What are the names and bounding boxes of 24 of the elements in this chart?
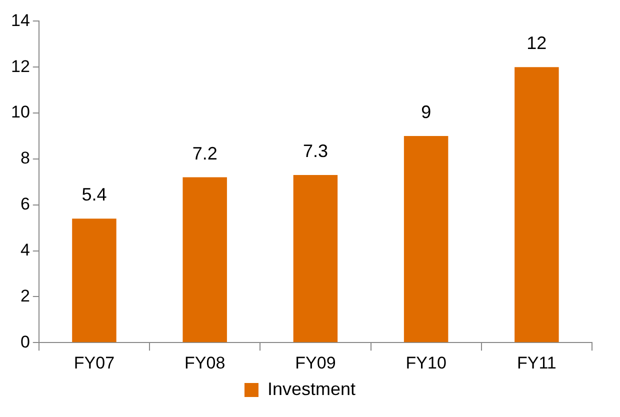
bar — [514, 67, 559, 342]
x-tick-label: FY10 — [406, 353, 446, 372]
legend-label: Investment — [267, 378, 356, 399]
y-tick-label: 4 — [20, 240, 30, 260]
data-label: 5.4 — [82, 184, 107, 205]
y-tick-label: 12 — [10, 56, 30, 76]
y-tick-label: 8 — [20, 148, 30, 168]
y-tick-label: 10 — [10, 102, 30, 122]
y-tick-label: 6 — [20, 194, 30, 214]
y-tick-label: 14 — [10, 10, 30, 30]
bar — [293, 175, 338, 342]
x-tick-label: FY07 — [74, 353, 115, 372]
data-label: 12 — [526, 33, 547, 54]
x-tick-label: FY08 — [184, 353, 226, 372]
data-label: 7.2 — [192, 143, 218, 164]
x-tick-label: FY11 — [517, 353, 556, 372]
data-label: 9 — [421, 102, 432, 122]
bar — [72, 218, 116, 342]
bar — [404, 136, 448, 342]
x-tick-label: FY09 — [295, 353, 336, 372]
bar — [182, 177, 227, 342]
y-tick-label: 0 — [20, 332, 30, 352]
y-tick-label: 2 — [20, 286, 30, 306]
data-label: 7.3 — [302, 140, 328, 161]
